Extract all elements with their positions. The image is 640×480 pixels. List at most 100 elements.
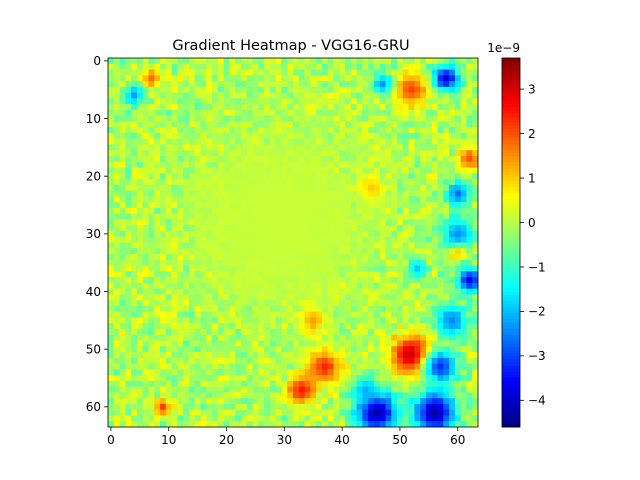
heatmap-cell (235, 277, 242, 284)
heatmap-cell (391, 311, 398, 318)
heatmap-cell (281, 254, 288, 261)
heatmap-cell (275, 328, 282, 336)
heatmap-cell (235, 115, 242, 122)
heatmap-cell (188, 392, 196, 399)
heatmap-cell (223, 179, 230, 186)
heatmap-cell (223, 190, 230, 197)
heatmap-cell (362, 242, 369, 249)
heatmap-cell (125, 300, 132, 307)
heatmap-cell (165, 138, 172, 145)
heatmap-cell (177, 115, 184, 122)
heatmap-cell (339, 69, 346, 76)
heatmap-cell (368, 294, 375, 301)
heatmap-cell (217, 144, 224, 151)
heatmap-cell (368, 305, 375, 313)
heatmap-cell (206, 282, 213, 289)
heatmap-cell (281, 92, 288, 99)
heatmap-cell (362, 230, 369, 238)
heatmap-cell (327, 156, 334, 163)
heatmap-cell (368, 323, 375, 330)
heatmap-cell (385, 328, 392, 336)
heatmap-cell (460, 357, 467, 364)
heatmap-cell (345, 167, 352, 174)
heatmap-cell (356, 334, 363, 341)
heatmap-cell (177, 121, 184, 128)
heatmap-cell (246, 86, 253, 93)
heatmap-cell (385, 167, 392, 174)
heatmap-cell (425, 207, 433, 215)
heatmap-cell (148, 380, 155, 387)
heatmap-cell (258, 369, 265, 376)
heatmap-cell (345, 254, 352, 261)
heatmap-cell (443, 173, 450, 180)
heatmap-cell (391, 69, 398, 76)
heatmap-cell (142, 288, 149, 295)
heatmap-cell (293, 282, 300, 289)
heatmap-cell (235, 127, 242, 134)
colorbar-band (502, 205, 520, 210)
heatmap-cell (368, 86, 375, 93)
heatmap-cell (131, 334, 138, 341)
heatmap-cell (281, 317, 288, 324)
heatmap-cell (425, 323, 433, 330)
heatmap-cell (345, 98, 352, 105)
heatmap-cell (252, 202, 259, 209)
heatmap-cell (183, 409, 190, 416)
heatmap-cell (391, 75, 398, 82)
heatmap-cell (125, 173, 132, 180)
heatmap-cell (385, 161, 392, 168)
heatmap-cell (420, 415, 427, 422)
heatmap-cell (269, 288, 277, 295)
heatmap-cell (200, 69, 207, 76)
heatmap-cell (298, 115, 305, 122)
heatmap-cell (246, 421, 253, 428)
heatmap-cell (293, 138, 300, 145)
heatmap-cell (264, 207, 271, 215)
colorbar-tick-label: −2 (528, 305, 546, 319)
heatmap-cell (125, 156, 132, 163)
heatmap-cell (339, 179, 346, 186)
heatmap-cell (443, 86, 450, 93)
heatmap-cell (240, 219, 248, 226)
heatmap-cell (425, 375, 433, 382)
heatmap-cell (119, 305, 126, 313)
heatmap-cell (466, 340, 473, 347)
heatmap-cell (142, 340, 149, 347)
heatmap-cell (223, 58, 230, 65)
heatmap-cell (425, 311, 433, 318)
heatmap-cell (397, 190, 404, 197)
heatmap-cell (304, 225, 311, 232)
heatmap-cell (171, 346, 178, 353)
heatmap-cell (206, 127, 213, 134)
heatmap-cell (391, 294, 398, 301)
heatmap-cell (373, 184, 381, 191)
heatmap-cell (379, 109, 386, 117)
heatmap-cell (136, 225, 144, 232)
heatmap-cell (350, 173, 357, 180)
heatmap-cell (431, 98, 438, 105)
heatmap-cell (113, 104, 120, 111)
heatmap-cell (264, 184, 271, 191)
heatmap-cell (200, 386, 207, 393)
heatmap-cell (391, 357, 398, 364)
heatmap-cell (402, 202, 409, 209)
heatmap-cell (148, 265, 155, 272)
heatmap-cell (293, 213, 300, 220)
heatmap-cell (356, 300, 363, 307)
heatmap-cell (293, 92, 300, 99)
heatmap-cell (212, 363, 219, 370)
heatmap-cell (235, 375, 242, 382)
heatmap-cell (304, 363, 311, 370)
heatmap-cell (194, 81, 201, 88)
heatmap-cell (154, 190, 161, 197)
heatmap-cell (206, 334, 213, 341)
heatmap-cell (414, 144, 421, 151)
heatmap-cell (183, 352, 190, 359)
heatmap-cell (431, 196, 438, 203)
heatmap-cell (240, 294, 248, 301)
heatmap-cell (316, 271, 323, 278)
heatmap-cell (229, 230, 236, 238)
heatmap-cell (373, 144, 381, 151)
heatmap-cell (414, 173, 421, 180)
heatmap-cell (310, 369, 317, 376)
